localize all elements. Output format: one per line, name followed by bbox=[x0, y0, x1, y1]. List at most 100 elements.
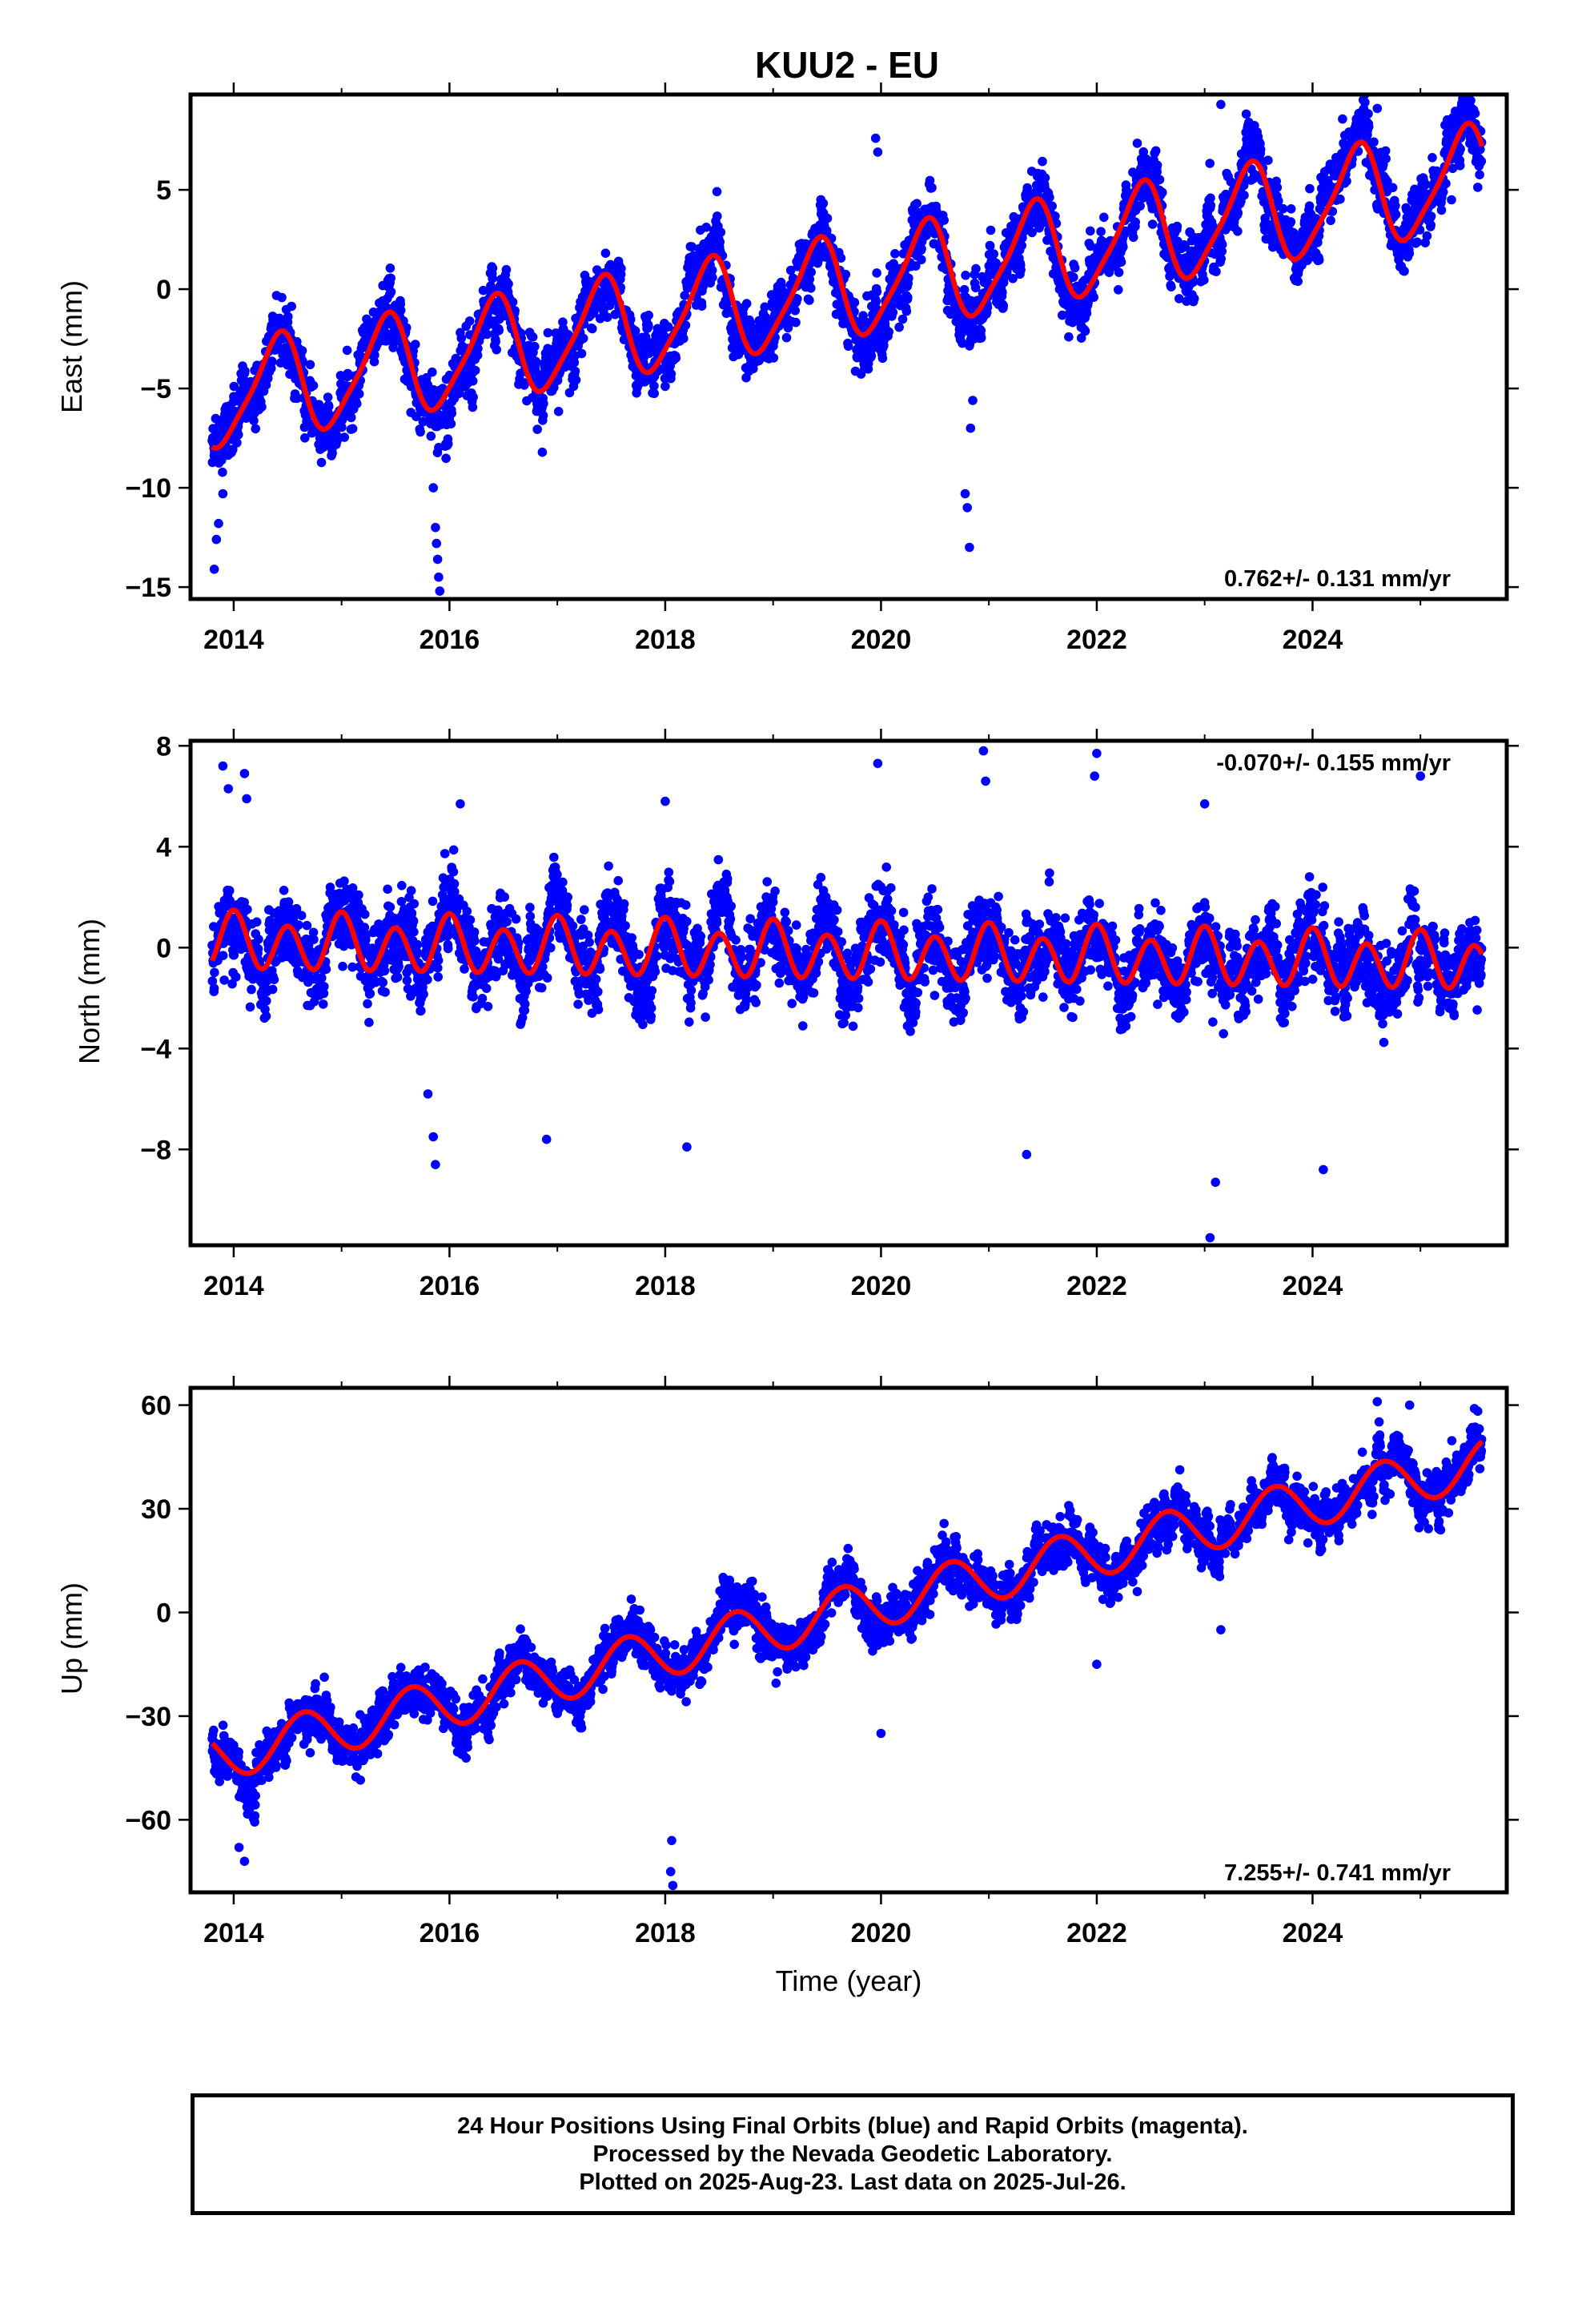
east-data-point bbox=[385, 263, 396, 273]
north-data-point bbox=[269, 975, 279, 984]
east-data-point bbox=[468, 376, 478, 386]
east-data-point bbox=[1455, 161, 1465, 171]
east-data-point bbox=[432, 554, 443, 565]
east-data-points bbox=[207, 94, 1487, 596]
east-data-point bbox=[1249, 169, 1259, 179]
north-data-point bbox=[396, 897, 407, 907]
east-data-point bbox=[805, 275, 815, 284]
east-data-point bbox=[538, 410, 548, 420]
east-data-point bbox=[431, 522, 440, 533]
east-data-point bbox=[426, 431, 436, 441]
east-model-line bbox=[211, 120, 1485, 451]
north-data-point bbox=[294, 920, 303, 930]
east-data-point bbox=[569, 357, 580, 368]
east-data-point bbox=[708, 272, 717, 283]
east-data-point bbox=[1189, 294, 1199, 304]
east-data-point bbox=[884, 327, 893, 337]
east-data-point bbox=[1158, 187, 1167, 198]
north-data-point bbox=[335, 888, 344, 899]
north-data-point bbox=[423, 975, 432, 985]
north-data-point bbox=[347, 883, 358, 893]
east-x-tick-label: 2018 bbox=[635, 625, 696, 655]
north-data-point bbox=[419, 989, 428, 999]
east-data-point bbox=[1422, 231, 1432, 241]
east-data-point bbox=[234, 430, 243, 440]
east-data-point bbox=[1206, 193, 1215, 203]
north-data-point bbox=[318, 999, 328, 1009]
east-data-point bbox=[927, 183, 937, 193]
east-data-point bbox=[649, 388, 659, 399]
north-data-point bbox=[338, 961, 347, 971]
east-data-point bbox=[741, 299, 752, 308]
east-data-point bbox=[1154, 175, 1165, 185]
east-data-point bbox=[1205, 159, 1215, 168]
east-data-point bbox=[1293, 276, 1303, 287]
east-data-point bbox=[1172, 221, 1182, 231]
east-data-point bbox=[209, 565, 219, 574]
east-data-point bbox=[508, 297, 518, 307]
north-data-point bbox=[363, 999, 372, 1009]
east-x-tick-label: 2016 bbox=[420, 625, 480, 655]
north-data-point bbox=[409, 899, 420, 909]
east-data-point bbox=[283, 312, 293, 322]
east-data-point bbox=[958, 338, 967, 348]
east-data-point bbox=[1152, 160, 1162, 170]
east-data-point bbox=[472, 350, 483, 360]
east-data-point bbox=[998, 287, 1007, 297]
east-data-point bbox=[482, 329, 492, 340]
east-data-point bbox=[370, 350, 379, 360]
east-data-point bbox=[707, 265, 717, 275]
east-rate-label: 0.762+/- 0.131 mm/yr bbox=[1224, 566, 1451, 592]
east-data-point bbox=[1473, 183, 1483, 192]
east-data-point bbox=[492, 344, 501, 355]
east-data-point bbox=[661, 381, 670, 392]
east-data-point bbox=[1314, 255, 1324, 265]
east-data-point bbox=[1086, 226, 1095, 236]
east-data-point bbox=[343, 368, 353, 379]
east-data-point bbox=[411, 340, 420, 349]
east-data-point bbox=[790, 306, 800, 316]
east-y-tick-label: −10 bbox=[125, 473, 171, 504]
east-data-point bbox=[386, 273, 396, 283]
east-data-point bbox=[1233, 227, 1243, 236]
east-data-point bbox=[793, 294, 802, 304]
north-data-point bbox=[251, 917, 262, 927]
east-data-point bbox=[715, 237, 725, 247]
east-data-point bbox=[1147, 219, 1158, 229]
east-data-point bbox=[890, 249, 900, 259]
north-data-point bbox=[416, 1006, 426, 1015]
east-data-point bbox=[1470, 108, 1480, 119]
east-data-point bbox=[1426, 220, 1435, 230]
east-data-point bbox=[769, 353, 779, 363]
east-data-point bbox=[1476, 144, 1485, 155]
east-data-point bbox=[1476, 156, 1487, 167]
east-data-point bbox=[989, 249, 998, 259]
east-data-point bbox=[327, 448, 337, 458]
east-data-point bbox=[1118, 242, 1128, 252]
east-data-point bbox=[877, 353, 888, 364]
east-data-point bbox=[904, 273, 913, 283]
east-data-point bbox=[666, 369, 677, 379]
north-data-point bbox=[407, 908, 417, 919]
east-data-point bbox=[679, 333, 689, 344]
east-data-point bbox=[610, 309, 620, 320]
east-data-point bbox=[1426, 211, 1436, 221]
north-data-point bbox=[243, 904, 252, 915]
east-data-point bbox=[640, 332, 651, 342]
north-data-point bbox=[433, 955, 444, 966]
north-data-point bbox=[279, 886, 289, 895]
east-data-point bbox=[1099, 212, 1109, 223]
east-data-point bbox=[912, 199, 921, 208]
north-data-point bbox=[412, 947, 422, 957]
east-data-point bbox=[211, 534, 222, 545]
east-data-point bbox=[214, 518, 223, 529]
east-data-point bbox=[1466, 95, 1476, 106]
east-data-point bbox=[841, 269, 851, 279]
north-data-point bbox=[364, 1017, 374, 1027]
east-data-point bbox=[588, 324, 597, 334]
east-data-point bbox=[531, 356, 541, 367]
east-data-point bbox=[1274, 196, 1283, 206]
north-data-point bbox=[210, 967, 219, 978]
east-data-point bbox=[1438, 187, 1448, 197]
